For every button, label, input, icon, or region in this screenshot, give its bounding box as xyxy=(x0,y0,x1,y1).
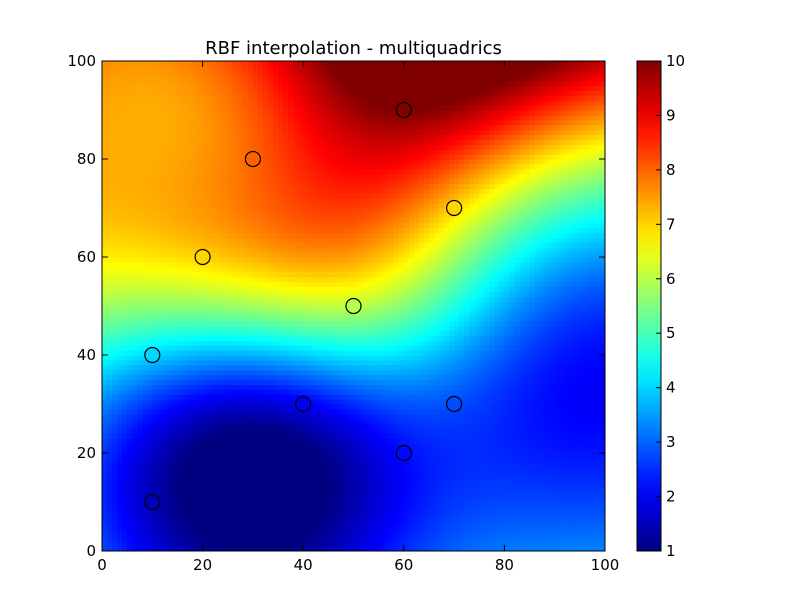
data-point xyxy=(345,297,362,315)
colorbar-fill xyxy=(637,61,661,551)
x-tick-label: 40 xyxy=(294,556,313,574)
colorbar-tick-label: 2 xyxy=(666,488,676,506)
y-tick-label: 80 xyxy=(77,150,96,168)
heatmap-surface xyxy=(102,61,605,551)
data-point xyxy=(194,248,211,266)
colorbar-frame xyxy=(636,60,662,552)
colorbar-ticks: 1 2 3 4 5 6 7 8 9 10 xyxy=(656,52,685,560)
data-point xyxy=(395,444,412,462)
colorbar-tick-label: 9 xyxy=(666,106,676,124)
colorbar-tick-label: 10 xyxy=(666,52,685,70)
data-point xyxy=(144,346,161,364)
x-tick-label: 0 xyxy=(97,556,107,574)
colorbar-tick-label: 4 xyxy=(666,379,676,397)
y-axis: 0 20 40 60 80 100 xyxy=(67,52,605,560)
data-point xyxy=(395,101,412,119)
colorbar: 1 2 3 4 5 6 7 8 9 10 xyxy=(636,52,685,560)
data-point xyxy=(295,395,312,413)
colorbar-tick-label: 8 xyxy=(666,161,676,179)
data-point xyxy=(144,493,161,511)
y-tick-label: 40 xyxy=(77,346,96,364)
colorbar-tick-label: 5 xyxy=(666,324,676,342)
data-point xyxy=(446,199,463,217)
x-tick-label: 60 xyxy=(394,556,413,574)
y-tick-label: 60 xyxy=(77,248,96,266)
x-tick-label: 20 xyxy=(193,556,212,574)
x-tick-label: 80 xyxy=(495,556,514,574)
x-axis: 0 20 40 60 80 100 xyxy=(97,61,619,574)
data-point xyxy=(446,395,463,413)
x-tick-label: 100 xyxy=(591,556,620,574)
colorbar-tick-label: 6 xyxy=(666,270,676,288)
colorbar-tick-label: 3 xyxy=(666,433,676,451)
colorbar-tick-label: 7 xyxy=(666,215,676,233)
y-tick-label: 20 xyxy=(77,444,96,462)
y-tick-label: 0 xyxy=(86,542,96,560)
y-tick-label: 100 xyxy=(67,52,96,70)
chart-title: RBF interpolation - multiquadrics xyxy=(205,38,502,59)
colorbar-tick-label: 1 xyxy=(666,542,676,560)
plot-frame xyxy=(101,60,606,552)
data-point xyxy=(244,150,261,168)
data-points xyxy=(144,101,463,511)
